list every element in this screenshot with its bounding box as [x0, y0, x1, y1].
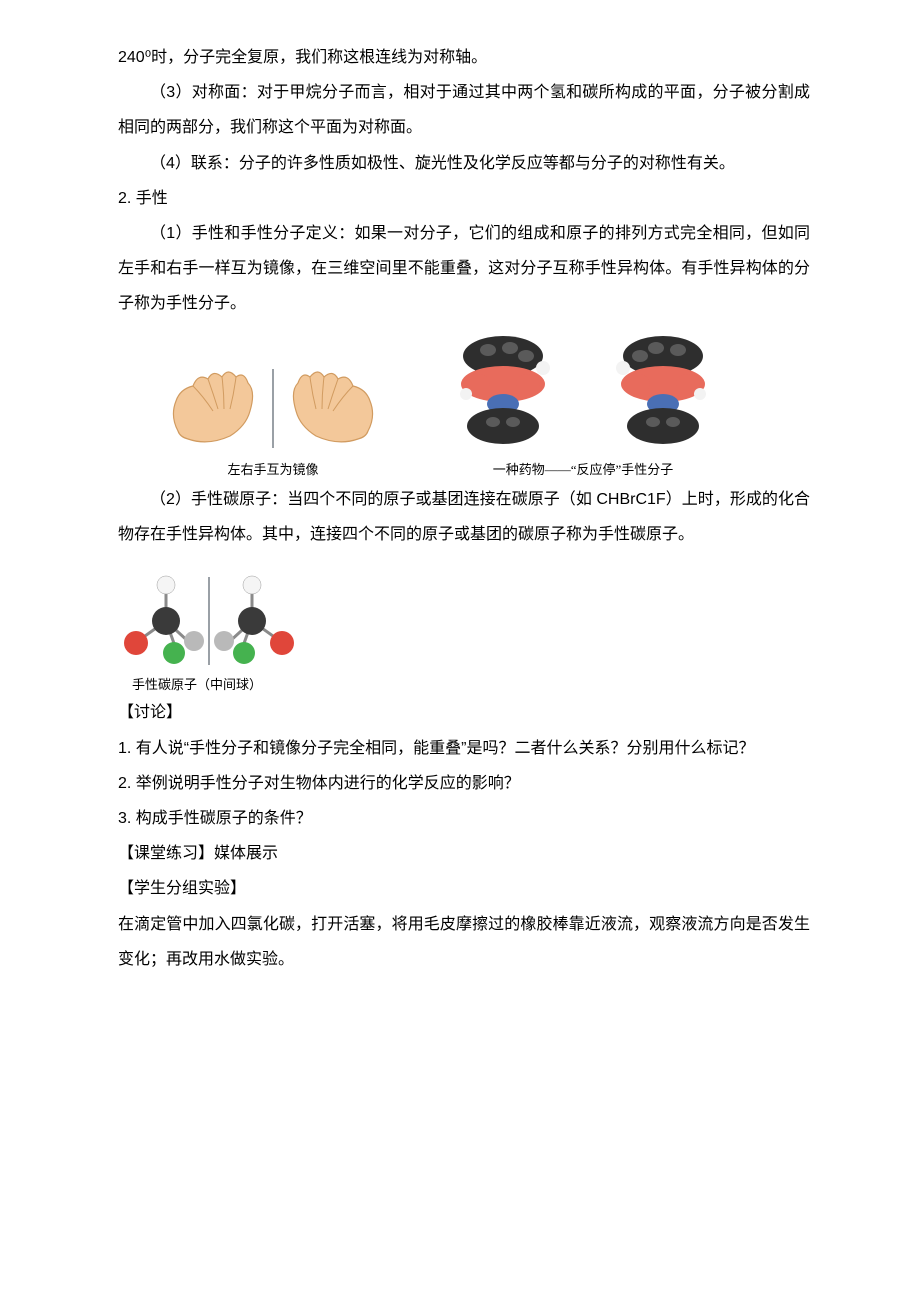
chiral-carbon-illustration: [124, 571, 294, 671]
heading-class-exercise: 【课堂练习】媒体展示: [118, 836, 810, 871]
drug-molecule-illustration: [448, 326, 718, 456]
heading-group-experiment: 【学生分组实验】: [118, 871, 810, 906]
caption-hands-mirror: 左右手互为镜像: [227, 460, 318, 481]
caption-chiral-carbon: 手性碳原子（中间球）: [132, 675, 262, 696]
figure-hands-mirror: 左右手互为镜像: [158, 361, 388, 481]
hands-mirror-illustration: [158, 361, 388, 456]
figure-row-hands-and-drug: 左右手互为镜像: [118, 326, 810, 481]
heading-chirality: 2. 手性: [118, 181, 810, 216]
question-2: 2. 举例说明手性分子对生物体内进行的化学反应的影响？: [118, 766, 810, 801]
paragraph-chiral-carbon: （2）手性碳原子：当四个不同的原子或基团连接在碳原子（如 CHBrC1F）上时，…: [118, 482, 810, 552]
question-1: 1. 有人说“手性分子和镜像分子完全相同，能重叠”是吗？二者什么关系？分别用什么…: [118, 731, 810, 766]
paragraph-relation: （4）联系：分子的许多性质如极性、旋光性及化学反应等都与分子的对称性有关。: [118, 146, 810, 181]
figure-drug-thalidomide: 一种药物——“反应停”手性分子: [448, 326, 718, 481]
question-3: 3. 构成手性碳原子的条件？: [118, 801, 810, 836]
paragraph-240-continuation: 240⁰时，分子完全复原，我们称这根连线为对称轴。: [118, 40, 810, 75]
paragraph-symmetry-plane: （3）对称面：对于甲烷分子而言，相对于通过其中两个氢和碳所构成的平面，分子被分割…: [118, 75, 810, 145]
paragraph-experiment: 在滴定管中加入四氯化碳，打开活塞，将用毛皮摩擦过的橡胶棒靠近液流，观察液流方向是…: [118, 907, 810, 977]
heading-discussion: 【讨论】: [118, 695, 810, 730]
paragraph-chirality-definition: （1）手性和手性分子定义：如果一对分子，它们的组成和原子的排列方式完全相同，但如…: [118, 216, 810, 322]
figure-chiral-carbon-atoms: 手性碳原子（中间球）: [124, 571, 810, 696]
caption-drug-thalidomide: 一种药物——“反应停”手性分子: [493, 460, 674, 481]
